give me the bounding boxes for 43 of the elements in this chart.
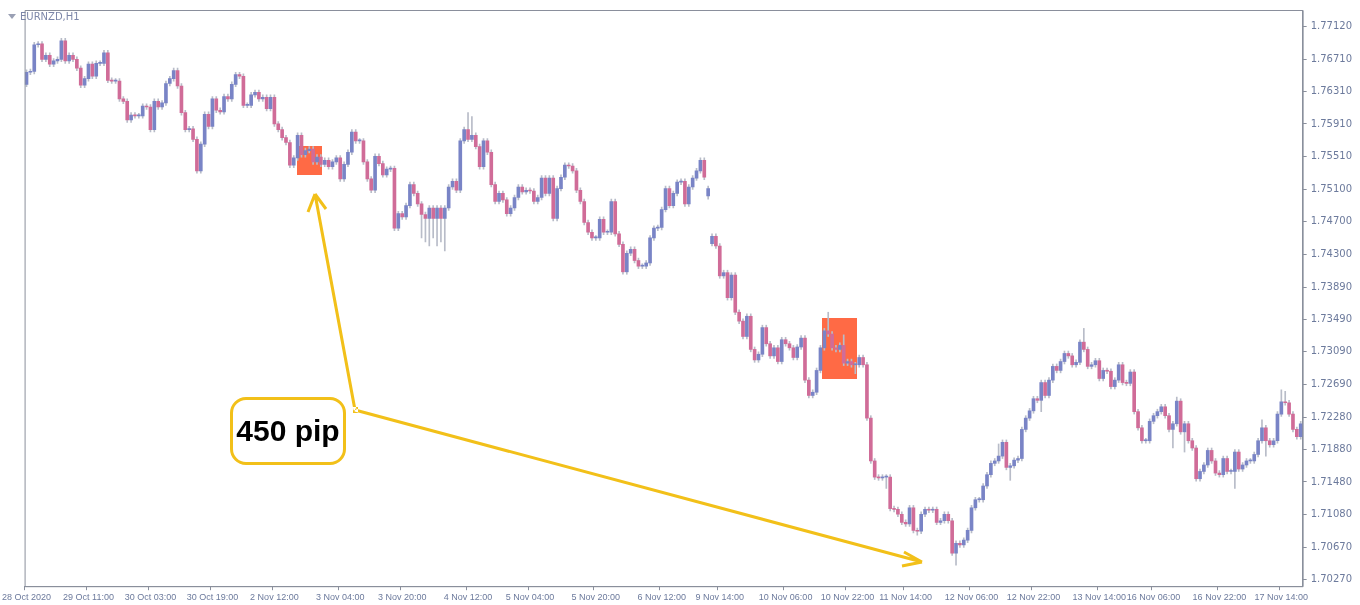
- x-tick-label: 9 Nov 14:00: [695, 592, 745, 603]
- chart-title: EURNZD,H1: [20, 11, 80, 22]
- y-tick-label: 1.75510: [1310, 149, 1353, 161]
- x-tick-label: 16 Nov 06:00: [1126, 592, 1181, 603]
- x-tick-label: 12 Nov 22:00: [1006, 592, 1061, 603]
- x-tick-label: 10 Nov 22:00: [820, 592, 875, 603]
- x-tick-label: 30 Oct 03:00: [124, 592, 177, 603]
- y-tick-label: 1.75910: [1310, 117, 1353, 129]
- candlestick: [524, 187, 528, 195]
- x-tick-label: 4 Nov 12:00: [443, 592, 493, 603]
- x-tick-label: 17 Nov 14:00: [1254, 592, 1309, 603]
- y-tick-label: 1.74300: [1310, 247, 1353, 259]
- x-tick-label: 11 Nov 14:00: [879, 592, 933, 603]
- x-tick-label: 28 Oct 2020: [1, 592, 52, 603]
- y-tick-label: 1.73890: [1310, 280, 1353, 292]
- y-tick-label: 1.75100: [1310, 183, 1353, 194]
- x-tick-label: 30 Oct 19:00: [186, 592, 239, 603]
- x-tick-label: 3 Nov 04:00: [315, 592, 365, 603]
- y-tick-label: 1.70670: [1310, 541, 1353, 552]
- x-tick-label: 5 Nov 20:00: [571, 592, 621, 603]
- y-tick-label: 1.73490: [1310, 313, 1353, 325]
- y-tick-label: 1.73090: [1310, 345, 1353, 357]
- y-tick-label: 1.76710: [1310, 52, 1353, 64]
- x-tick-label: 29 Oct 11:00: [63, 592, 114, 603]
- y-tick-label: 1.71080: [1310, 507, 1353, 519]
- y-tick-label: 1.76310: [1310, 85, 1353, 97]
- annotation: 450 pip: [230, 397, 346, 465]
- y-tick-label: 1.70270: [1310, 573, 1353, 585]
- y-tick-label: 1.72690: [1310, 377, 1353, 389]
- y-tick-label: 1.77120: [1310, 19, 1353, 31]
- x-tick-label: 12 Nov 06:00: [944, 592, 999, 603]
- x-tick-label: 3 Nov 20:00: [377, 592, 427, 603]
- x-tick-label: 16 Nov 22:00: [1192, 592, 1247, 603]
- x-tick-label: 5 Nov 04:00: [505, 592, 555, 603]
- y-tick-label: 1.71880: [1310, 443, 1353, 455]
- candlestick: [470, 116, 474, 143]
- y-tick-label: 1.72280: [1310, 410, 1353, 422]
- y-tick-label: 1.71480: [1310, 475, 1353, 487]
- y-tick-label: 1.74700: [1310, 215, 1353, 227]
- x-tick-label: 2 Nov 12:00: [250, 592, 299, 603]
- x-tick-label: 6 Nov 12:00: [637, 592, 686, 603]
- x-tick-label: 13 Nov 14:00: [1072, 592, 1127, 603]
- x-tick-label: 10 Nov 06:00: [758, 592, 813, 603]
